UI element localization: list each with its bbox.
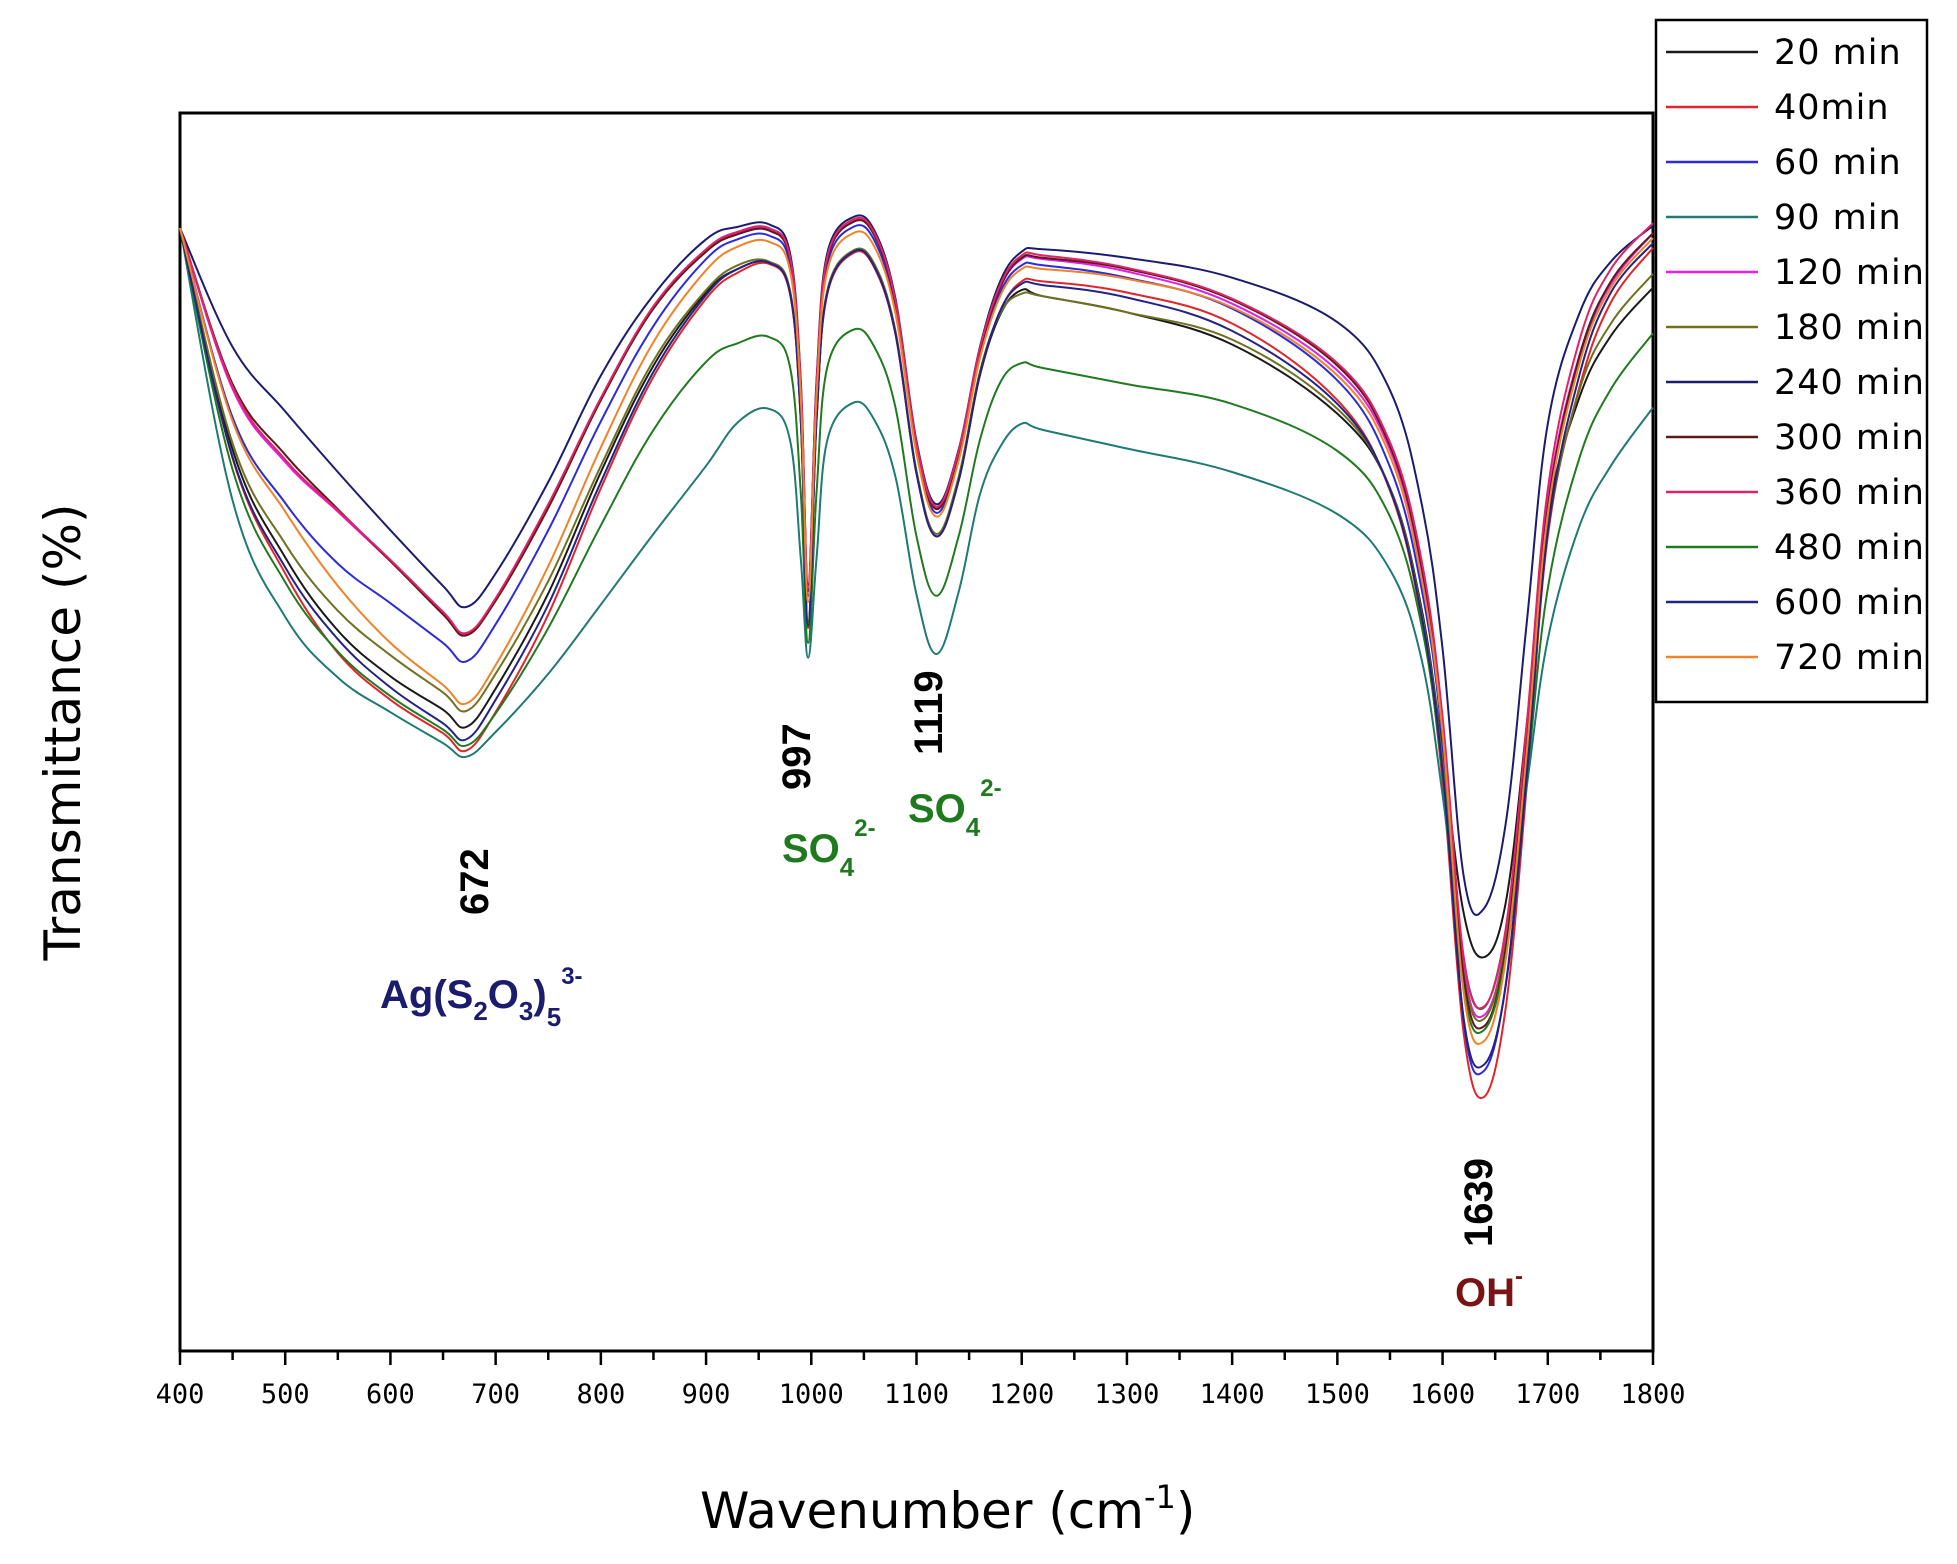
series-line-600-min — [179, 227, 1654, 1069]
series-line-60-min — [179, 224, 1654, 1076]
annotation-997-number: 997 — [775, 723, 819, 790]
annotation-1119: 1119 SO42- — [907, 670, 1002, 842]
legend-label: 120 min — [1774, 253, 1925, 293]
x-tick-label: 400 — [156, 1379, 205, 1410]
x-tick-label: 1700 — [1515, 1379, 1580, 1410]
annotation-1639-number: 1639 — [1457, 1158, 1501, 1247]
x-tick-label: 700 — [471, 1379, 520, 1410]
y-axis-title: Transmittance (%) — [34, 504, 92, 962]
x-tick-label: 900 — [682, 1379, 731, 1410]
x-tick-label: 1600 — [1410, 1379, 1475, 1410]
legend: 20 min 40min 60 min 90 min 120 min 180 min 240… — [1654, 18, 1929, 704]
series-group — [179, 214, 1654, 1100]
annotation-1119-ion: SO42- — [908, 775, 1002, 842]
legend-label: 300 min — [1774, 418, 1925, 458]
annotation-997: 997 SO42- — [775, 723, 876, 882]
x-axis-ticks: 400 500 600 700 800 900 1000 1100 1200 1300 1400 15… — [156, 1351, 1686, 1410]
legend-label: 600 min — [1774, 583, 1925, 623]
annotation-1119-number: 1119 — [907, 670, 951, 755]
annotation-672-number: 672 — [453, 848, 497, 915]
series-line-480-min — [179, 227, 1654, 1035]
annotation-1639: 1639 OH- — [1455, 1158, 1523, 1315]
legend-label: 40min — [1774, 88, 1890, 128]
x-tick-label: 1000 — [779, 1379, 844, 1410]
x-tick-label: 1200 — [989, 1379, 1054, 1410]
legend-items: 20 min 40min 60 min 90 min 120 min 180 min 240… — [1666, 33, 1925, 678]
x-tick-label: 1800 — [1620, 1379, 1685, 1410]
legend-label: 480 min — [1774, 528, 1925, 568]
legend-label: 360 min — [1774, 473, 1925, 513]
legend-label: 20 min — [1774, 33, 1902, 73]
legend-label: 90 min — [1774, 198, 1902, 238]
legend-label: 720 min — [1774, 638, 1925, 678]
annotation-672: 672 Ag(S2O3)53- — [380, 848, 583, 1032]
x-tick-label: 1500 — [1305, 1379, 1370, 1410]
x-axis-title: Wavenumber (cm-1) — [700, 1478, 1195, 1540]
series-line-720-min — [179, 227, 1654, 1045]
x-tick-label: 800 — [576, 1379, 625, 1410]
legend-label: 180 min — [1774, 308, 1925, 348]
series-line-360-min — [179, 216, 1654, 1010]
legend-label: 240 min — [1774, 363, 1925, 403]
annotation-1639-ion: OH- — [1455, 1263, 1523, 1315]
legend-label: 60 min — [1774, 143, 1902, 183]
x-tick-label: 600 — [366, 1379, 415, 1410]
x-tick-label: 500 — [261, 1379, 310, 1410]
x-tick-label: 1300 — [1094, 1379, 1159, 1410]
legend-box — [1654, 18, 1929, 704]
annotation-997-ion: SO42- — [782, 815, 876, 882]
x-tick-label: 1100 — [884, 1379, 949, 1410]
x-tick-label: 1400 — [1200, 1379, 1265, 1410]
annotation-672-ion: Ag(S2O3)53- — [380, 963, 583, 1032]
